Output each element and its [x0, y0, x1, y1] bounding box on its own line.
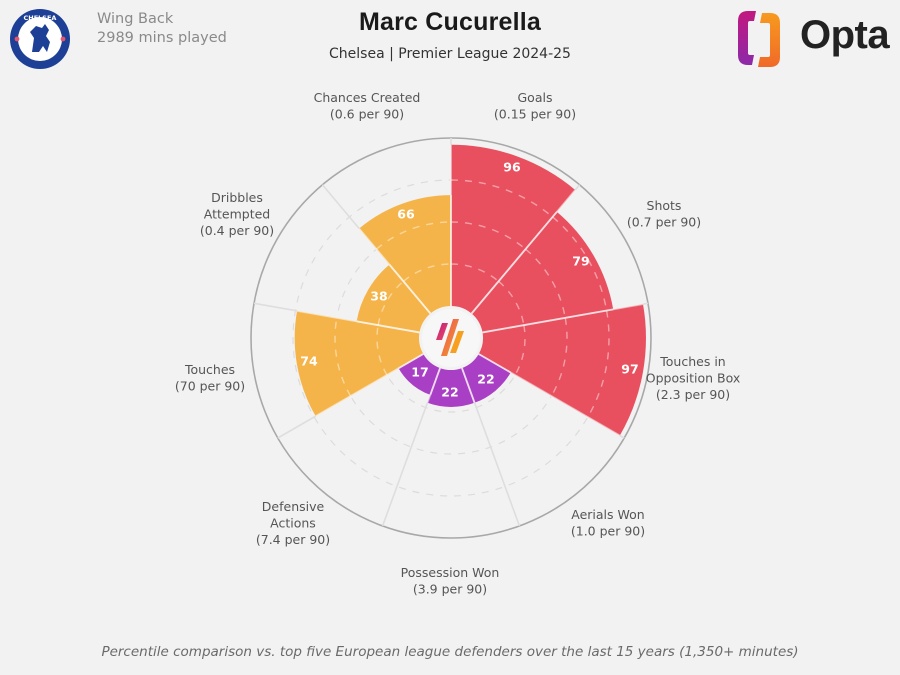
value-label: 38: [370, 289, 387, 304]
category-label: Defensive Actions(7.4 per 90): [256, 499, 330, 547]
category-label: Chances Created (0.6 per 90): [314, 90, 421, 122]
chelsea-crest-icon: CHELSEA: [10, 9, 70, 69]
player-info: Wing Back 2989 mins played: [97, 10, 227, 48]
svg-text:(0.6 per 90): (0.6 per 90): [330, 107, 404, 122]
category-label: Dribbles Attempted(0.4 per 90): [200, 190, 274, 238]
bar-defensive-actions: [398, 354, 441, 395]
category-label: Aerials Won (1.0 per 90): [571, 507, 645, 539]
value-label: 22: [441, 385, 458, 400]
opta-logo-icon: [738, 11, 780, 67]
opta-brand: Opta: [800, 13, 890, 57]
category-label: Touches in Opposition Box(2.3 per 90): [646, 354, 741, 402]
value-label: 79: [572, 254, 589, 269]
center-logo: [422, 309, 480, 367]
chart-bars: [294, 144, 646, 436]
svg-text:(1.0 per 90): (1.0 per 90): [571, 524, 645, 539]
svg-text:(70 per 90): (70 per 90): [175, 379, 245, 394]
svg-text:Opposition Box: Opposition Box: [646, 371, 741, 386]
svg-text:Goals: Goals: [518, 90, 553, 105]
footnote: Percentile comparison vs. top five Europ…: [101, 644, 799, 660]
bar-chances-created: [359, 195, 451, 314]
svg-text:(0.7 per 90): (0.7 per 90): [627, 215, 701, 230]
category-label: Shots (0.7 per 90): [627, 198, 701, 230]
svg-text:Defensive: Defensive: [262, 499, 325, 514]
svg-text:(2.3 per 90): (2.3 per 90): [656, 387, 730, 402]
value-label: 17: [411, 365, 428, 380]
svg-text:Touches: Touches: [184, 362, 235, 377]
svg-text:(3.9 per 90): (3.9 per 90): [413, 582, 487, 597]
svg-text:Possession Won: Possession Won: [401, 565, 500, 580]
svg-text:Attempted: Attempted: [204, 207, 270, 222]
opta-mark-icon: [436, 323, 448, 340]
page-title: Marc Cucurella: [358, 8, 542, 36]
svg-text:(0.4 per 90): (0.4 per 90): [200, 223, 274, 238]
value-label: 74: [300, 354, 318, 369]
svg-text:Actions: Actions: [270, 516, 316, 531]
category-label: Touches (70 per 90): [175, 362, 245, 394]
svg-text:(7.4 per 90): (7.4 per 90): [256, 532, 330, 547]
chart-gridlines-overlay: [296, 144, 644, 437]
value-label: 97: [621, 362, 638, 377]
svg-text:Chances Created: Chances Created: [314, 90, 421, 105]
svg-text:Dribbles: Dribbles: [211, 190, 263, 205]
bar-touches: [294, 310, 424, 417]
bar-dribbles-attempted: [356, 264, 431, 333]
chart-value-labels: 96 79 97 22 22 17 74 38 66: [300, 160, 638, 400]
category-label: Goals (0.15 per 90): [494, 90, 576, 122]
value-label: 22: [477, 372, 494, 387]
category-label: Possession Won (3.9 per 90): [401, 565, 500, 597]
value-label: 66: [397, 207, 415, 222]
svg-text:Aerials Won: Aerials Won: [571, 507, 644, 522]
player-position: Wing Back: [97, 11, 174, 27]
bar-touches-in-opposition-box: [478, 304, 646, 436]
bar-possession-won: [427, 368, 475, 407]
svg-text:CHELSEA: CHELSEA: [24, 14, 57, 22]
minutes-played: 2989 mins played: [97, 30, 227, 46]
chart-category-labels: Goals (0.15 per 90) Shots (0.7 per 90) Touch…: [175, 90, 740, 597]
bar-shots: [471, 211, 614, 333]
bar-goals: [451, 144, 576, 314]
value-label: 96: [503, 160, 521, 175]
svg-text:(0.15 per 90): (0.15 per 90): [494, 107, 576, 122]
page-subtitle: Chelsea | Premier League 2024-25: [329, 46, 571, 62]
svg-text:Shots: Shots: [647, 198, 682, 213]
svg-text:Touches in: Touches in: [659, 354, 725, 369]
